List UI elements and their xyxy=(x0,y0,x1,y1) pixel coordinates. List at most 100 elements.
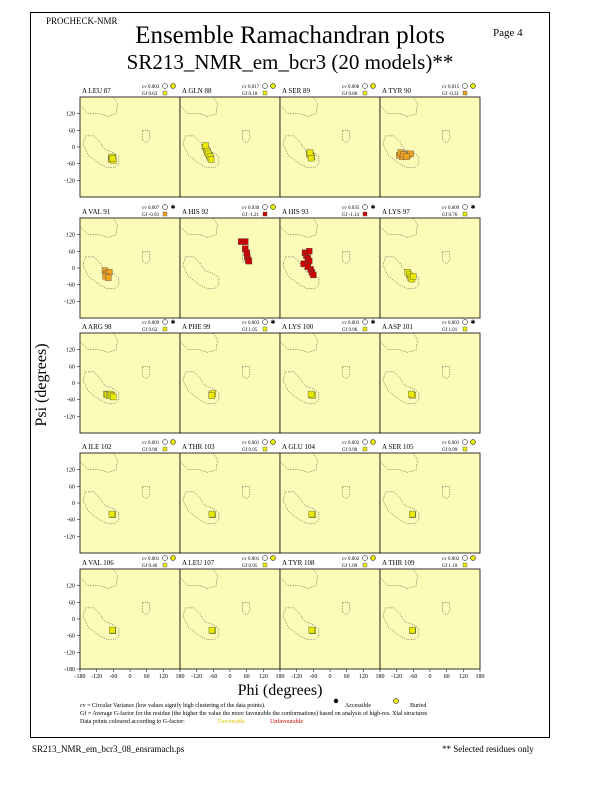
data-point xyxy=(242,238,249,245)
residue-label: A HIS 93 xyxy=(282,208,309,216)
allowed-region-contour xyxy=(242,602,251,616)
ramachandran-panel xyxy=(279,332,381,434)
accessible-icon: ✱ xyxy=(170,319,175,326)
accessible-icon: ✱ xyxy=(370,319,375,326)
x-tick-label: 120 xyxy=(259,674,268,680)
ramachandran-panel xyxy=(379,568,481,670)
gf-value: Gf 0.86 xyxy=(342,92,358,97)
x-tick-label: -120 xyxy=(291,674,302,680)
access-symbol-circle xyxy=(362,439,368,445)
y-axis-label: Psi (degrees) xyxy=(33,343,50,427)
gf-value: Gf 0.63 xyxy=(142,92,158,97)
panel-background xyxy=(179,332,281,434)
legend-unfavourable-label: Unfavourable xyxy=(270,719,303,725)
panel-background xyxy=(79,96,181,198)
legend-colour-text: Data points coloured according to G-fact… xyxy=(80,719,185,725)
gf-value: Gf 0.46 xyxy=(142,564,158,569)
cv-value: cv 0.002 xyxy=(442,557,460,562)
allowed-region-contour xyxy=(342,602,351,616)
program-label: PROCHECK-NMR xyxy=(46,16,118,26)
allowed-region-contour xyxy=(79,332,118,353)
accessible-icon: ✱ xyxy=(170,204,175,211)
residue-label: A VAL 91 xyxy=(82,208,111,216)
access-symbol-circle xyxy=(162,555,168,561)
allowed-region-contour xyxy=(279,217,318,238)
y-tick-label: -120 xyxy=(64,178,75,184)
y-tick-label: -60 xyxy=(67,283,75,289)
access-symbol-circle xyxy=(162,319,168,325)
allowed-region-contour xyxy=(382,491,420,525)
gf-value: Gf -0.31 xyxy=(442,92,459,97)
ramachandran-panel xyxy=(279,96,381,198)
gf-colour-swatch xyxy=(462,446,468,452)
x-tick-label: -180 xyxy=(75,674,86,680)
residue-label: A GLN 88 xyxy=(182,87,212,95)
x-tick-label: 60 xyxy=(444,674,450,680)
buried-icon xyxy=(270,83,276,89)
gf-colour-swatch xyxy=(162,326,168,332)
residue-label: A ASP 101 xyxy=(382,323,413,331)
x-tick-label: -120 xyxy=(191,674,202,680)
allowed-region-contour xyxy=(442,602,451,616)
allowed-region-contour xyxy=(242,366,251,380)
ramachandran-panel xyxy=(279,217,381,319)
chart-subtitle: SR213_NMR_em_bcr3 (20 models)** xyxy=(126,50,454,74)
residue-label: A VAL 106 xyxy=(82,559,114,567)
allowed-region-contour xyxy=(179,452,218,473)
accessible-icon: ✱ xyxy=(270,319,275,326)
legend-accessible-label: Accessible xyxy=(345,703,371,709)
allowed-region-contour xyxy=(82,135,120,169)
gf-colour-swatch xyxy=(262,446,268,452)
cv-value: cv 0.002 xyxy=(342,441,360,446)
y-tick-label: 120 xyxy=(66,112,75,118)
residue-label: A TYR 90 xyxy=(382,87,412,95)
allowed-region-contour xyxy=(342,486,351,500)
access-symbol-circle xyxy=(262,319,268,325)
allowed-region-contour xyxy=(82,256,120,290)
y-tick-label: -120 xyxy=(64,414,75,420)
allowed-region-contour xyxy=(442,366,451,380)
access-symbol-circle xyxy=(262,439,268,445)
access-symbol-circle xyxy=(362,319,368,325)
gf-colour-swatch xyxy=(362,446,368,452)
gf-value: Gf 0.90 xyxy=(142,448,158,453)
buried-icon xyxy=(270,204,276,210)
allowed-region-contour xyxy=(342,366,351,380)
data-point xyxy=(306,149,314,156)
allowed-region-contour xyxy=(82,371,120,405)
ramachandran-panel xyxy=(279,452,381,554)
panel-background xyxy=(279,332,381,434)
residue-label: A SER 89 xyxy=(282,87,311,95)
access-symbol-circle xyxy=(362,555,368,561)
accessible-icon: ✱ xyxy=(370,204,375,211)
ramachandran-panel xyxy=(79,217,181,319)
page-number: Page 4 xyxy=(493,27,523,39)
allowed-region-contour xyxy=(79,217,118,238)
y-tick-label: 120 xyxy=(66,468,75,474)
cv-value: cv 0.007 xyxy=(142,206,160,211)
cv-value: cv 0.003 xyxy=(342,321,360,326)
y-tick-label: 60 xyxy=(69,128,75,134)
chart-title: Ensemble Ramachandran plots xyxy=(135,22,445,49)
data-point xyxy=(245,257,253,265)
allowed-region-contour xyxy=(142,251,151,265)
buried-icon xyxy=(270,439,276,445)
data-point xyxy=(109,155,116,162)
gf-colour-swatch xyxy=(162,562,168,568)
y-tick-label: 120 xyxy=(66,584,75,590)
gf-value: Gf 1.10 xyxy=(442,564,458,569)
cv-value: cv 0.001 xyxy=(142,557,160,562)
gf-value: Gf -1.21 xyxy=(242,213,259,218)
allowed-region-contour xyxy=(179,332,218,353)
legend-accessible-icon xyxy=(333,698,339,704)
panel-background xyxy=(179,568,281,670)
panel-background xyxy=(279,568,381,670)
gf-value: Gf 0.99 xyxy=(442,448,458,453)
gf-colour-swatch xyxy=(262,562,268,568)
allowed-region-contour xyxy=(282,371,320,405)
gf-value: Gf 1.05 xyxy=(242,328,258,333)
legend-favourable-label: Favourable xyxy=(218,719,245,725)
allowed-region-contour xyxy=(279,568,318,589)
x-tick-label: -60 xyxy=(209,674,217,680)
data-point xyxy=(110,393,117,401)
